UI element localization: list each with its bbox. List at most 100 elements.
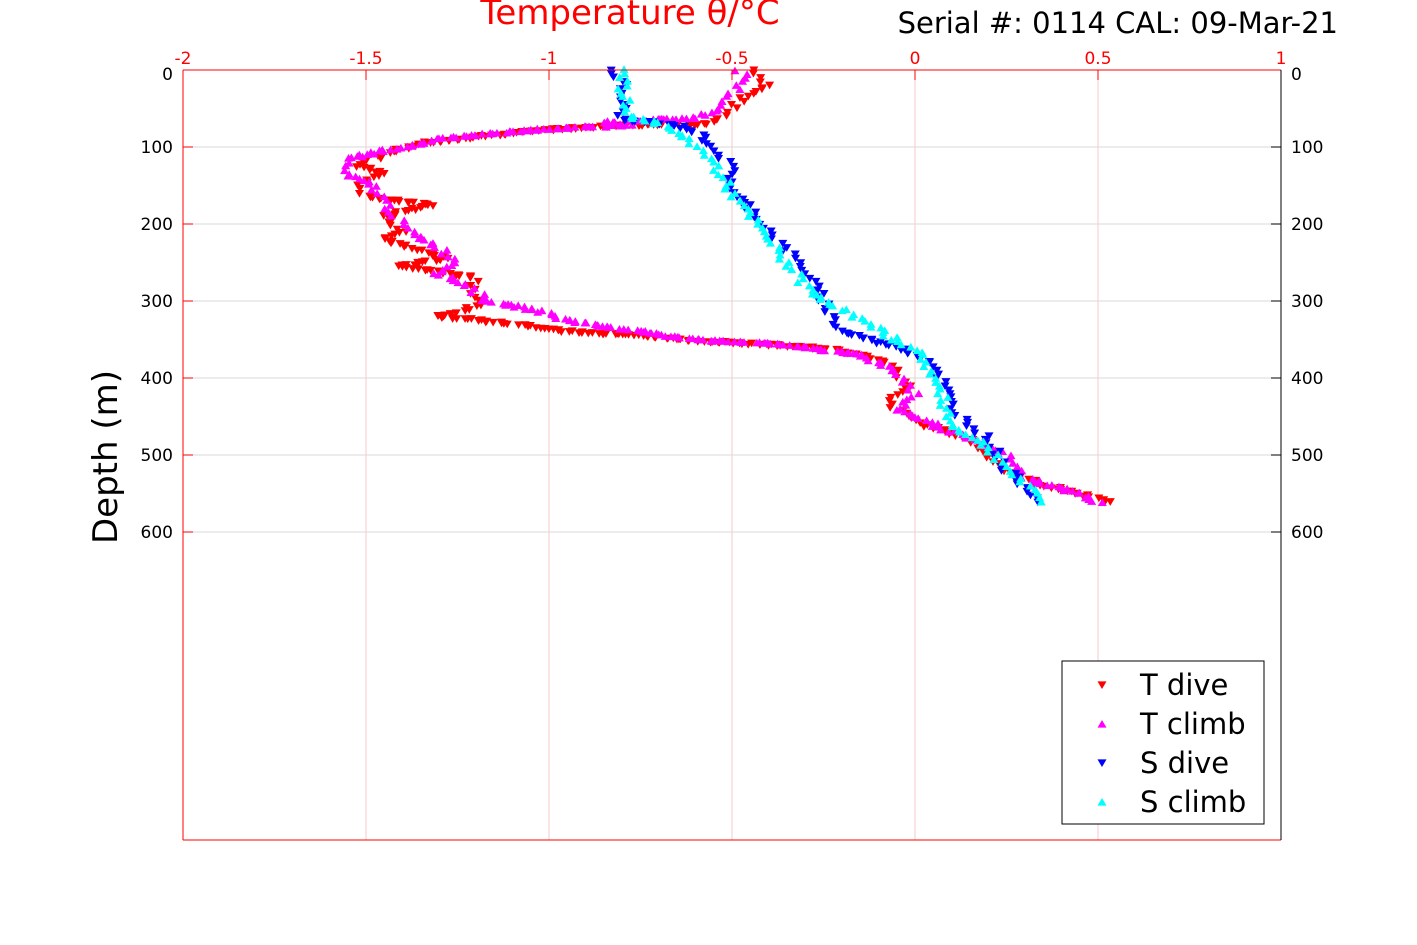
data-point-t-climb bbox=[1008, 459, 1018, 467]
data-point-t-climb bbox=[442, 262, 452, 271]
data-point-t-dive bbox=[564, 328, 574, 336]
data-point-s-dive bbox=[961, 422, 971, 430]
data-point-t-climb bbox=[1059, 486, 1069, 495]
data-point-t-climb bbox=[1034, 479, 1044, 488]
data-point-t-climb bbox=[532, 126, 542, 134]
data-point-t-climb bbox=[1068, 487, 1078, 495]
data-point-s-climb bbox=[744, 212, 754, 220]
data-point-s-dive bbox=[751, 208, 761, 217]
data-point-t-climb bbox=[526, 305, 536, 314]
data-point-t-climb bbox=[448, 276, 458, 285]
x-tick-label: 1 bbox=[1276, 49, 1287, 69]
data-point-t-climb bbox=[399, 220, 409, 228]
data-point-t-climb bbox=[426, 136, 436, 145]
y-tick-label: 500 bbox=[141, 446, 173, 466]
data-point-t-climb bbox=[509, 302, 519, 311]
data-point-t-dive bbox=[1024, 475, 1034, 484]
data-point-s-dive bbox=[613, 111, 623, 120]
data-point-t-dive bbox=[463, 315, 473, 324]
data-point-t-dive bbox=[482, 317, 492, 326]
data-point-t-climb bbox=[378, 147, 388, 155]
legend-label: S dive bbox=[1140, 746, 1229, 780]
data-point-s-climb bbox=[912, 346, 922, 355]
data-point-s-climb bbox=[775, 250, 785, 259]
series-t-climb bbox=[340, 66, 1107, 507]
data-point-s-climb bbox=[765, 238, 775, 247]
data-point-t-climb bbox=[897, 377, 907, 386]
data-point-t-climb bbox=[688, 113, 698, 121]
data-point-s-dive bbox=[706, 142, 716, 151]
data-point-s-climb bbox=[798, 274, 808, 283]
data-point-t-dive bbox=[587, 329, 597, 337]
data-point-s-climb bbox=[774, 246, 784, 254]
data-point-t-climb bbox=[359, 176, 369, 185]
data-point-t-climb bbox=[352, 152, 362, 160]
data-point-t-climb bbox=[842, 349, 852, 357]
data-point-t-climb bbox=[944, 428, 954, 436]
data-point-s-dive bbox=[867, 336, 877, 345]
y-tick-label-right: 300 bbox=[1291, 292, 1323, 312]
data-point-t-climb bbox=[1012, 462, 1022, 471]
data-point-s-dive bbox=[948, 400, 958, 409]
data-point-t-climb bbox=[392, 145, 402, 153]
data-point-t-climb bbox=[453, 278, 463, 287]
data-point-s-dive bbox=[778, 239, 788, 248]
data-point-s-climb bbox=[753, 219, 763, 228]
data-point-t-climb bbox=[344, 154, 354, 162]
data-point-t-climb bbox=[681, 114, 691, 123]
data-point-t-climb bbox=[707, 337, 717, 345]
data-point-s-dive bbox=[884, 341, 894, 350]
data-point-s-dive bbox=[903, 349, 913, 358]
data-point-t-climb bbox=[914, 389, 924, 398]
data-point-s-climb bbox=[726, 192, 736, 201]
data-point-s-climb bbox=[620, 69, 630, 78]
data-point-s-climb bbox=[713, 170, 723, 179]
data-point-s-climb bbox=[797, 269, 807, 278]
data-point-t-dive bbox=[739, 97, 749, 106]
data-point-t-climb bbox=[432, 134, 442, 143]
data-point-s-climb bbox=[1036, 497, 1046, 506]
data-point-s-climb bbox=[648, 119, 658, 128]
data-point-s-climb bbox=[943, 393, 953, 401]
data-point-t-climb bbox=[403, 142, 413, 151]
data-points bbox=[340, 65, 1115, 507]
data-point-s-climb bbox=[919, 362, 929, 370]
y-tick-label: 0 bbox=[162, 65, 173, 85]
y-axis-label: Depth (m) bbox=[86, 370, 126, 544]
data-point-s-dive bbox=[946, 405, 956, 413]
data-point-t-climb bbox=[410, 230, 420, 239]
data-point-t-climb bbox=[606, 323, 616, 331]
data-point-t-dive bbox=[390, 211, 400, 220]
data-point-s-climb bbox=[892, 333, 902, 341]
legend-marker bbox=[1097, 797, 1107, 806]
data-point-t-dive bbox=[400, 207, 410, 216]
data-point-t-dive bbox=[722, 112, 732, 120]
data-point-t-climb bbox=[382, 196, 392, 204]
data-point-t-climb bbox=[362, 150, 372, 159]
data-point-t-dive bbox=[354, 189, 364, 198]
data-point-t-climb bbox=[674, 333, 684, 342]
data-point-t-climb bbox=[933, 419, 943, 428]
data-point-t-climb bbox=[470, 283, 480, 292]
data-point-t-climb bbox=[565, 316, 575, 325]
data-point-t-climb bbox=[372, 189, 382, 198]
data-point-s-dive bbox=[896, 346, 906, 354]
data-point-t-dive bbox=[474, 317, 484, 325]
y-tick-label-right: 600 bbox=[1291, 523, 1323, 543]
y-tick-label: 100 bbox=[141, 138, 173, 158]
data-point-s-dive bbox=[934, 370, 944, 379]
data-point-t-dive bbox=[893, 391, 903, 399]
data-point-s-climb bbox=[622, 81, 632, 90]
data-point-s-climb bbox=[837, 306, 847, 315]
data-point-s-dive bbox=[995, 447, 1005, 456]
data-point-t-climb bbox=[502, 128, 512, 137]
data-point-s-dive bbox=[620, 116, 630, 125]
data-point-t-dive bbox=[394, 198, 404, 206]
x-tick-label: -1.5 bbox=[349, 49, 382, 69]
data-point-s-climb bbox=[1001, 462, 1011, 470]
data-point-t-dive bbox=[732, 104, 742, 113]
data-point-s-dive bbox=[697, 137, 707, 145]
data-point-t-dive bbox=[437, 314, 447, 323]
data-point-t-climb bbox=[366, 185, 376, 194]
